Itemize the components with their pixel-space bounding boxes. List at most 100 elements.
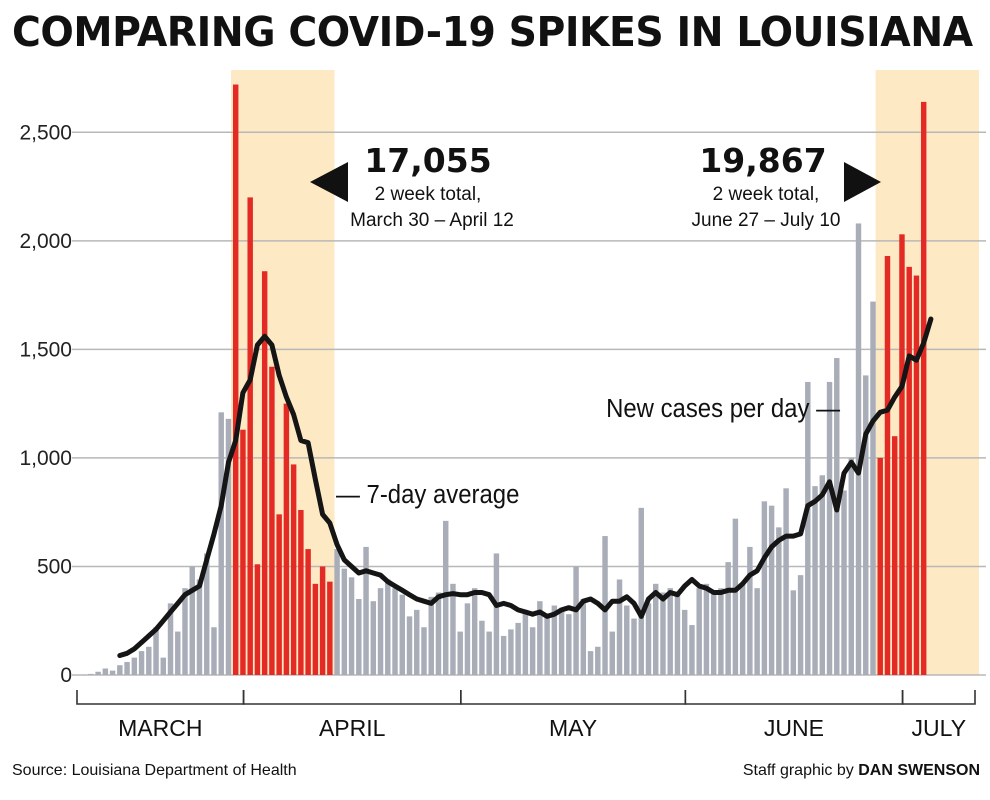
daily-case-bar [348, 577, 355, 675]
daily-case-bar [283, 403, 290, 675]
highlight-band-1 [231, 70, 335, 675]
daily-case-bar [341, 568, 348, 675]
left-subtitle-1: 2 week total, [375, 184, 482, 205]
daily-case-bar [399, 594, 405, 675]
right-subtitle-2: June 27 – July 10 [692, 210, 841, 231]
month-bracket [684, 690, 904, 705]
credit-name: DAN SWENSON [858, 762, 980, 779]
daily-case-bar [298, 510, 304, 675]
right-total: 19,867 [699, 141, 826, 180]
daily-case-bar [493, 553, 500, 675]
daily-case-bar [146, 646, 152, 675]
daily-case-bar [573, 566, 579, 675]
daily-case-bar [515, 622, 521, 675]
daily-case-bar [486, 631, 492, 675]
daily-case-bar [891, 436, 898, 675]
daily-case-bar [616, 579, 623, 675]
daily-case-bar [826, 381, 833, 675]
daily-case-bar [790, 590, 797, 675]
left-total: 17,055 [364, 141, 491, 180]
daily-case-bar [805, 381, 811, 675]
daily-case-bar [370, 601, 377, 675]
daily-case-bar [305, 549, 311, 675]
line-series-label: — 7-day average [336, 480, 519, 509]
daily-case-bar [631, 618, 637, 675]
right-subtitle-1: 2 week total, [713, 184, 820, 205]
daily-case-bar [464, 603, 471, 675]
daily-case-bar [131, 657, 138, 675]
y-tick-label: 2,000 [19, 230, 72, 253]
daily-case-bar [566, 614, 572, 675]
daily-case-bar [529, 627, 536, 675]
daily-case-bar [80, 674, 87, 676]
daily-case-bar [240, 429, 246, 675]
daily-case-bar [327, 581, 333, 675]
daily-case-bar [739, 583, 746, 675]
daily-case-bar [754, 588, 760, 675]
daily-case-bar [406, 616, 413, 675]
right-arrow-icon [844, 162, 881, 202]
daily-case-bar [580, 599, 587, 675]
daily-case-bar [414, 609, 420, 675]
daily-case-bar [334, 549, 340, 675]
month-label: MARCH [118, 715, 202, 741]
daily-case-bar [783, 488, 789, 675]
daily-case-bar [385, 579, 391, 675]
daily-case-bar [471, 588, 478, 675]
daily-case-bar [290, 464, 297, 675]
daily-case-bar [247, 197, 253, 675]
daily-case-bar [435, 592, 442, 675]
daily-case-bar [653, 583, 659, 675]
daily-case-bar [392, 588, 398, 675]
daily-case-bar [261, 271, 268, 675]
daily-case-bar [167, 603, 174, 675]
seven-day-average-line [117, 316, 934, 658]
daily-case-bar [667, 588, 673, 675]
daily-case-bar [479, 620, 485, 675]
daily-case-bar [602, 536, 608, 675]
daily-case-bar [182, 588, 188, 675]
daily-case-bar [638, 507, 644, 675]
credit-note: Staff graphic by DAN SWENSON [743, 762, 980, 780]
daily-case-bar [508, 629, 514, 675]
month-bracket [901, 690, 976, 705]
daily-case-bar [457, 631, 463, 675]
left-subtitle-2: March 30 – April 12 [350, 210, 514, 231]
daily-case-bar [689, 625, 695, 675]
daily-case-bar [696, 588, 702, 675]
daily-case-bar [363, 546, 369, 675]
daily-case-bar [703, 583, 710, 675]
daily-case-bar [109, 670, 116, 675]
bars-series-label: New cases per day — [606, 394, 840, 423]
daily-case-bar [884, 256, 891, 675]
daily-case-bar [660, 592, 666, 675]
daily-case-bar [877, 457, 883, 675]
month-label: JULY [912, 715, 967, 741]
daily-case-bar [768, 505, 775, 675]
daily-case-bar [797, 575, 804, 675]
daily-case-bar [102, 668, 109, 675]
daily-case-bar [913, 275, 920, 675]
daily-case-bar [356, 599, 362, 675]
daily-case-bar [88, 673, 94, 675]
month-bracket [242, 690, 462, 705]
daily-case-bar [175, 631, 181, 675]
daily-case-bar [725, 562, 731, 675]
y-tick-label: 500 [37, 555, 72, 578]
daily-case-bar [681, 609, 688, 675]
daily-case-bar [899, 234, 905, 675]
daily-case-bar [522, 609, 529, 675]
daily-case-bar [421, 627, 427, 675]
daily-case-bar [124, 661, 130, 675]
daily-case-bar [747, 546, 753, 675]
daily-case-bar [819, 475, 826, 675]
daily-case-bar [312, 583, 319, 675]
y-tick-label: 2,500 [19, 121, 72, 144]
daily-case-bar [153, 627, 159, 675]
daily-case-bar [587, 651, 594, 675]
daily-case-bar [624, 605, 630, 675]
month-label: APRIL [319, 715, 386, 741]
daily-case-bar [812, 486, 818, 675]
daily-case-bar [95, 671, 101, 675]
daily-case-bar [558, 607, 565, 675]
